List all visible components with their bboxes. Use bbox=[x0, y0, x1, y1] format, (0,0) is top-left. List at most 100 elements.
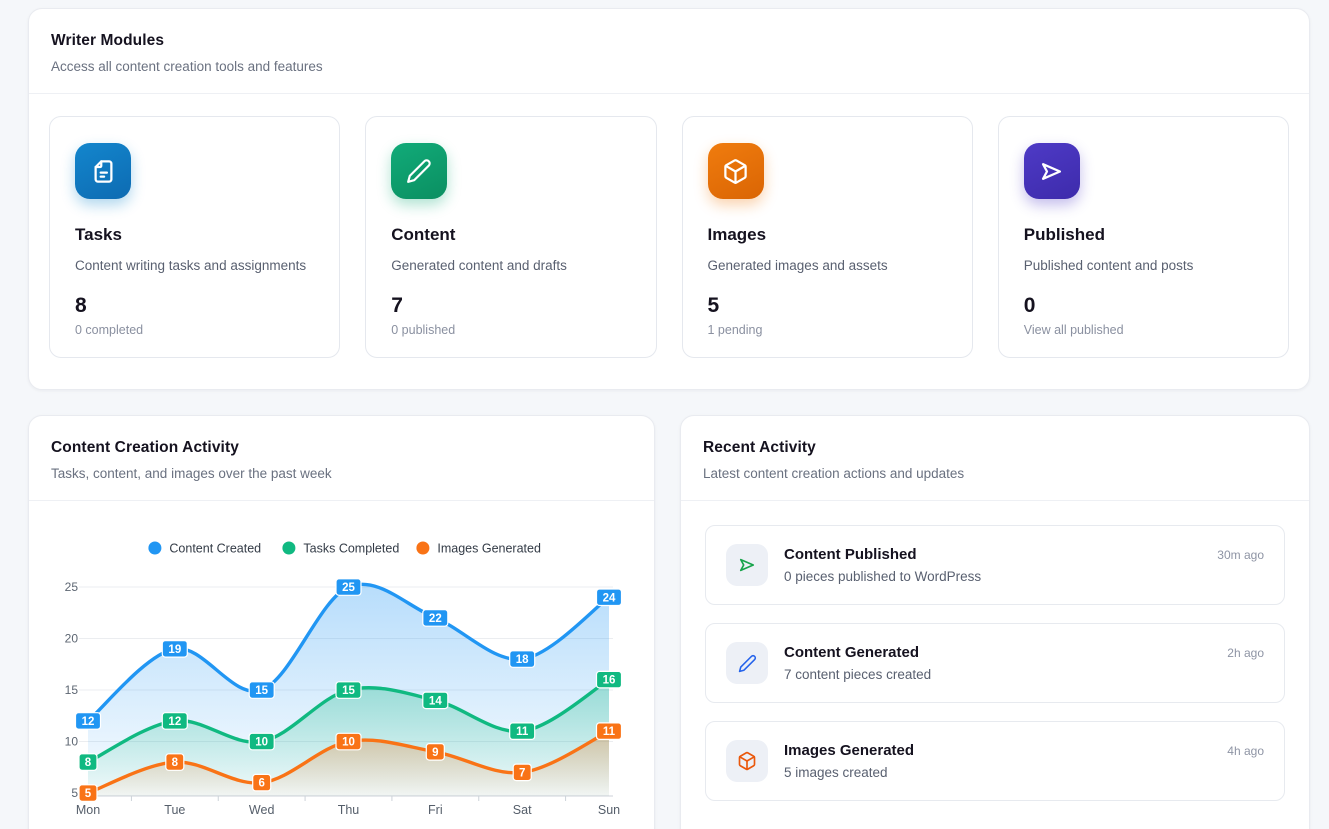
legend-item-images-generated[interactable]: Images Generated bbox=[416, 541, 541, 556]
y-axis-label: 5 bbox=[71, 786, 78, 800]
recent-activity-subtitle: Latest content creation actions and upda… bbox=[703, 466, 965, 481]
data-label-value: 6 bbox=[258, 778, 264, 790]
cube-icon bbox=[707, 143, 764, 199]
activity-title: Content Published bbox=[784, 546, 917, 563]
data-label-value: 19 bbox=[168, 644, 181, 656]
legend-item-content-created[interactable]: Content Created bbox=[148, 541, 261, 556]
activity-item-images-generated[interactable]: Images Generated 4h ago 5 images created bbox=[705, 721, 1285, 801]
file-text-icon bbox=[75, 143, 131, 199]
data-label-badge bbox=[595, 588, 623, 607]
activity-title: Images Generated bbox=[784, 742, 915, 759]
chart-subtitle: Tasks, content, and images over the past… bbox=[51, 466, 332, 481]
module-card-tasks[interactable]: Tasks Content writing tasks and assignme… bbox=[49, 116, 341, 358]
activity-description: 0 pieces published to WordPress bbox=[784, 569, 982, 584]
module-card-content[interactable]: Content Generated content and drafts 7 0… bbox=[365, 116, 657, 358]
data-label-value: 24 bbox=[603, 592, 616, 604]
legend-item-tasks-completed[interactable]: Tasks Completed bbox=[282, 541, 399, 556]
x-axis-label: Thu bbox=[338, 803, 360, 817]
x-axis-label: Tue bbox=[164, 803, 185, 817]
activity-item-content-generated[interactable]: Content Generated 2h ago 7 content piece… bbox=[705, 623, 1285, 703]
activity-timestamp: 2h ago bbox=[1227, 646, 1264, 660]
data-label-value: 10 bbox=[255, 737, 268, 749]
module-title: Published bbox=[1023, 225, 1105, 244]
modules-row: Tasks Content writing tasks and assignme… bbox=[29, 94, 1309, 384]
data-label-value: 22 bbox=[429, 613, 442, 625]
data-label-value: 11 bbox=[516, 726, 529, 738]
chart-area: Content Created Tasks Completed Images Gen… bbox=[29, 507, 656, 829]
data-label-badge bbox=[335, 578, 362, 596]
writer-modules-header: Writer Modules Access all content creati… bbox=[29, 9, 1309, 94]
cube-icon bbox=[726, 740, 768, 782]
data-label-value: 12 bbox=[82, 716, 95, 728]
activity-timestamp: 30m ago bbox=[1217, 548, 1264, 562]
activity-title: Content Generated bbox=[784, 644, 920, 661]
y-axis-label: 25 bbox=[65, 580, 79, 594]
module-meta: 1 pending bbox=[707, 323, 763, 337]
module-title: Tasks bbox=[75, 225, 122, 244]
data-label-badge bbox=[509, 650, 536, 668]
activity-description: 7 content pieces created bbox=[784, 667, 932, 682]
module-title: Images bbox=[707, 225, 767, 244]
module-card-images[interactable]: Images Generated images and assets 5 1 p… bbox=[681, 116, 973, 358]
data-label-badge bbox=[509, 722, 536, 740]
y-axis-label: 15 bbox=[65, 683, 79, 697]
writer-modules-title: Writer Modules bbox=[51, 32, 165, 49]
data-label-value: 18 bbox=[516, 654, 529, 666]
activity-item-content-published[interactable]: Content Published 30m ago 0 pieces publi… bbox=[705, 525, 1285, 605]
x-axis-label: Sun bbox=[598, 803, 620, 817]
data-label-badge bbox=[248, 681, 275, 699]
data-label-badge bbox=[161, 712, 188, 730]
module-description: Generated content and drafts bbox=[391, 258, 567, 273]
send-icon bbox=[1023, 143, 1080, 199]
module-count: 5 bbox=[707, 294, 720, 317]
area-images-generated bbox=[88, 731, 609, 796]
data-label-value: 11 bbox=[603, 726, 616, 738]
data-label-badge bbox=[595, 722, 623, 740]
data-label-value: 12 bbox=[168, 716, 181, 728]
data-label-value: 9 bbox=[432, 747, 438, 759]
module-count: 7 bbox=[391, 294, 403, 317]
data-label-badge bbox=[78, 784, 98, 802]
module-count: 8 bbox=[75, 294, 87, 317]
x-axis-label: Mon bbox=[76, 803, 100, 817]
data-label-value: 7 bbox=[519, 767, 525, 779]
module-card-published[interactable]: Published Published content and posts 0 … bbox=[997, 116, 1289, 358]
pencil-icon bbox=[726, 642, 768, 684]
module-count: 0 bbox=[1023, 294, 1036, 317]
activity-timestamp: 4h ago bbox=[1227, 744, 1264, 758]
data-label-badge bbox=[512, 763, 532, 782]
data-label-badge bbox=[425, 743, 445, 761]
data-label-value: 14 bbox=[429, 695, 442, 707]
x-axis-label: Wed bbox=[249, 803, 275, 817]
writer-modules-subtitle: Access all content creation tools and fe… bbox=[51, 59, 323, 74]
activity-chart-svg: Content Created Tasks Completed Images Gen… bbox=[65, 541, 623, 817]
data-label-value: 5 bbox=[85, 788, 92, 800]
data-label-value: 16 bbox=[603, 675, 616, 687]
send-icon bbox=[726, 544, 768, 586]
data-label-badge bbox=[78, 753, 98, 771]
recent-activity-panel: Recent Activity Latest content creation … bbox=[680, 415, 1310, 829]
module-description: Content writing tasks and assignments bbox=[75, 258, 307, 273]
data-label-badge bbox=[248, 732, 275, 751]
data-label-value: 8 bbox=[172, 757, 179, 769]
module-meta: 0 published bbox=[391, 323, 456, 337]
module-title: Content bbox=[391, 225, 456, 244]
svg-text:Content Created: Content Created bbox=[169, 542, 261, 556]
activity-list: Content Published 30m ago 0 pieces publi… bbox=[681, 501, 1309, 829]
x-axis-label: Sat bbox=[513, 803, 532, 817]
chart-header: Content Creation Activity Tasks, content… bbox=[29, 416, 654, 501]
module-meta: 0 completed bbox=[75, 323, 144, 337]
svg-text:Images Generated: Images Generated bbox=[437, 542, 541, 556]
pencil-icon bbox=[391, 143, 448, 199]
data-label-badge bbox=[252, 773, 272, 792]
module-meta: View all published bbox=[1023, 323, 1124, 337]
data-label-badge bbox=[422, 691, 449, 710]
data-label-value: 10 bbox=[342, 737, 355, 749]
data-label-badge bbox=[165, 753, 185, 771]
data-label-value: 25 bbox=[342, 582, 355, 594]
data-label-badge bbox=[335, 732, 362, 751]
data-label-badge bbox=[335, 681, 362, 699]
writer-modules-panel: Writer Modules Access all content creati… bbox=[28, 8, 1310, 390]
data-label-value: 15 bbox=[342, 685, 355, 697]
module-description: Published content and posts bbox=[1023, 258, 1194, 273]
